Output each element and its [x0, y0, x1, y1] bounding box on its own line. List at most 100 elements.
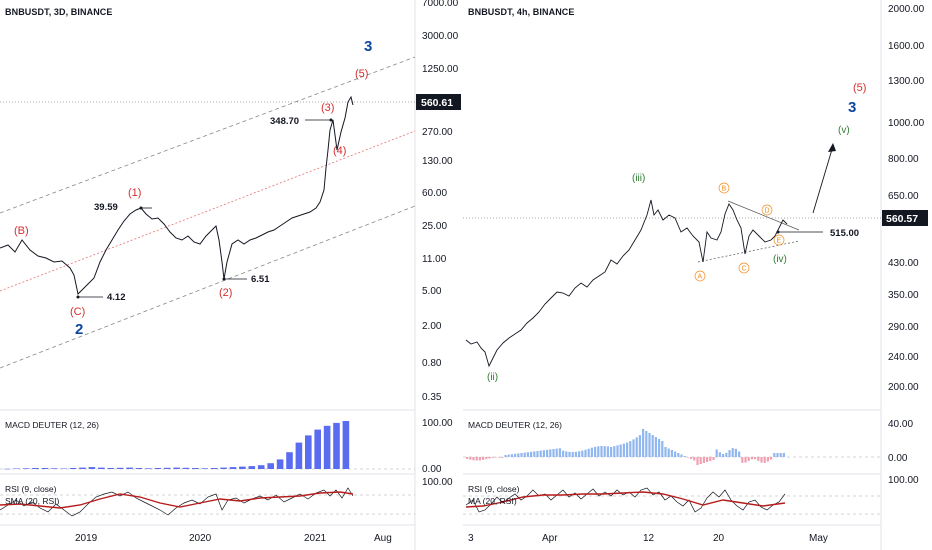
- macd-bar: [13, 468, 20, 469]
- macd-bar: [744, 457, 747, 463]
- rsi-y-tick: 100.00: [888, 475, 919, 486]
- chart-panel-3d[interactable]: 3 2 (5) (3) (4) (1) (2) (B) (C) 348.70 3…: [0, 0, 463, 550]
- price-series-line: [465, 199, 788, 368]
- macd-bar: [201, 468, 209, 469]
- chart-panel-4h[interactable]: 3 (5) (v) (iii) (ii) (iv) A B C D E 515.…: [463, 0, 932, 550]
- macd-bar: [79, 467, 86, 469]
- chart-3d-canvas[interactable]: 3 2 (5) (3) (4) (1) (2) (B) (C) 348.70 3…: [0, 0, 463, 550]
- x-tick: 2021: [304, 533, 327, 544]
- rsi-ma-line: [0, 491, 354, 509]
- macd-bar: [520, 453, 523, 457]
- price-annotation-39: 39.59: [94, 202, 118, 213]
- macd-bar: [546, 449, 549, 457]
- last-price-value: 560.61: [421, 97, 453, 109]
- macd-bar: [693, 457, 696, 461]
- macd-bar: [542, 450, 545, 457]
- macd-bar: [658, 439, 661, 457]
- macd-bar: [286, 452, 293, 469]
- macd-bar: [145, 468, 152, 469]
- triangle-lower-line: [697, 240, 800, 263]
- wave-label-1: (1): [128, 187, 141, 199]
- wave-label-5: (5): [355, 68, 368, 80]
- macd-bar: [517, 453, 520, 457]
- macd-bar: [514, 453, 517, 457]
- macd-bar: [533, 451, 536, 457]
- price-annotation-348: 348.70: [270, 116, 299, 127]
- macd-bar: [295, 442, 303, 469]
- macd-bar: [667, 448, 670, 457]
- macd-bar: [69, 468, 77, 469]
- channel-lower-line: [0, 205, 416, 369]
- macd-bar: [107, 468, 115, 469]
- macd-label-4h: MACD DEUTER (12, 26): [468, 420, 562, 430]
- rsi-ma-label-4h: MA (20, RSI): [468, 496, 517, 506]
- macd-histogram: [466, 429, 785, 465]
- macd-bar: [22, 468, 30, 469]
- macd-bar: [51, 468, 58, 469]
- y-tick: 130.00: [422, 156, 453, 167]
- rsi-ma-line: [465, 491, 786, 508]
- macd-bar: [594, 446, 597, 457]
- price-axis-4h[interactable]: 2000.00 1600.00 1300.00 1000.00 800.00 6…: [882, 4, 928, 486]
- macd-y-tick: 100.00: [422, 418, 453, 429]
- macd-bar: [239, 466, 246, 469]
- macd-bar: [163, 467, 171, 469]
- macd-bar: [229, 467, 237, 469]
- y-tick: 200.00: [888, 382, 919, 393]
- macd-bar: [257, 465, 265, 469]
- macd-bar: [333, 422, 340, 469]
- y-tick: 11.00: [422, 254, 447, 265]
- macd-bar: [475, 457, 478, 461]
- y-tick: 800.00: [888, 154, 919, 165]
- macd-bar: [210, 468, 218, 469]
- macd-bar: [558, 448, 561, 457]
- macd-bar: [670, 450, 673, 457]
- macd-bar: [587, 448, 590, 457]
- macd-bar: [626, 442, 629, 457]
- macd-y-tick: 0.00: [422, 464, 442, 475]
- rsi-y-tick: 100.00: [422, 477, 453, 488]
- macd-bar: [482, 457, 485, 460]
- wave-label-iv: (iv): [773, 254, 787, 265]
- wave-label-2-minor: (2): [219, 287, 232, 299]
- y-tick: 650.00: [888, 191, 919, 202]
- y-tick: 0.35: [422, 392, 442, 403]
- macd-bar: [731, 448, 734, 457]
- macd-bar: [504, 455, 507, 457]
- macd-bar: [760, 457, 763, 463]
- y-tick: 1000.00: [888, 118, 925, 129]
- macd-label-3d: MACD DEUTER (12, 26): [5, 420, 99, 430]
- macd-bar: [578, 451, 581, 457]
- rsi-ma-label-3d: SMA (20, RSI): [5, 496, 60, 506]
- macd-bar: [632, 439, 635, 457]
- macd-bar: [706, 457, 709, 462]
- macd-bar: [664, 447, 667, 457]
- wave-label-c: (C): [70, 306, 85, 318]
- macd-bar: [770, 457, 773, 460]
- wave-label-c: C: [742, 266, 747, 273]
- time-axis-3d[interactable]: 2019 2020 2021 Aug: [75, 533, 392, 544]
- time-axis-4h[interactable]: 3 Apr 12 20 May: [468, 533, 828, 544]
- macd-bar: [60, 468, 67, 469]
- macd-bar: [116, 467, 124, 469]
- macd-bar: [776, 453, 779, 457]
- y-tick: 7000.00: [422, 0, 459, 9]
- symbol-title-3d: BNBUSDT, 3D, BINANCE: [5, 7, 113, 17]
- wave-label-3: 3: [364, 38, 372, 55]
- macd-bar: [629, 441, 632, 457]
- chart-4h-canvas[interactable]: 3 (5) (v) (iii) (ii) (iv) A B C D E 515.…: [463, 0, 932, 550]
- macd-bar: [725, 452, 728, 457]
- macd-bar: [645, 431, 648, 457]
- x-tick: 3: [468, 533, 474, 544]
- y-tick: 60.00: [422, 188, 447, 199]
- y-tick: 270.00: [422, 127, 453, 138]
- channel-middle-line: [0, 130, 416, 292]
- price-axis-3d[interactable]: 7000.00 3000.00 1250.00 560.61 270.00 13…: [416, 0, 461, 488]
- macd-bar: [754, 457, 757, 460]
- y-tick: 430.00: [888, 258, 919, 269]
- wave-label-d: D: [765, 208, 770, 215]
- last-price-value: 560.57: [886, 213, 918, 225]
- triangle-upper-line: [727, 200, 800, 231]
- macd-bar: [565, 451, 568, 457]
- wave-label-3: 3: [848, 99, 856, 116]
